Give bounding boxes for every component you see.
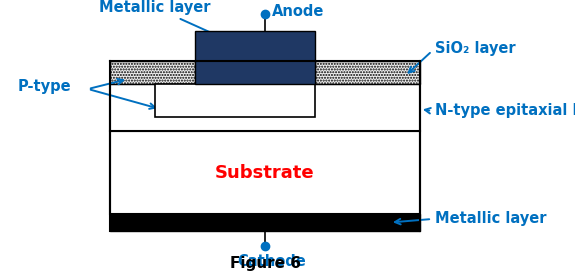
Text: Substrate: Substrate <box>215 163 315 182</box>
Text: P-type: P-type <box>18 80 72 95</box>
Text: Anode: Anode <box>272 4 324 20</box>
Bar <box>110 131 420 214</box>
Bar <box>110 61 195 84</box>
Bar <box>110 84 420 131</box>
Text: SiO₂ layer: SiO₂ layer <box>435 42 516 57</box>
Text: Figure 6: Figure 6 <box>229 256 301 271</box>
Bar <box>315 61 420 84</box>
Text: Metallic layer: Metallic layer <box>99 0 220 37</box>
Bar <box>195 31 315 84</box>
Text: N-type epitaxial layer: N-type epitaxial layer <box>435 104 575 119</box>
Text: Metallic layer: Metallic layer <box>435 211 546 227</box>
Bar <box>155 84 315 117</box>
Text: Cathode: Cathode <box>237 254 306 269</box>
Bar <box>110 214 420 231</box>
